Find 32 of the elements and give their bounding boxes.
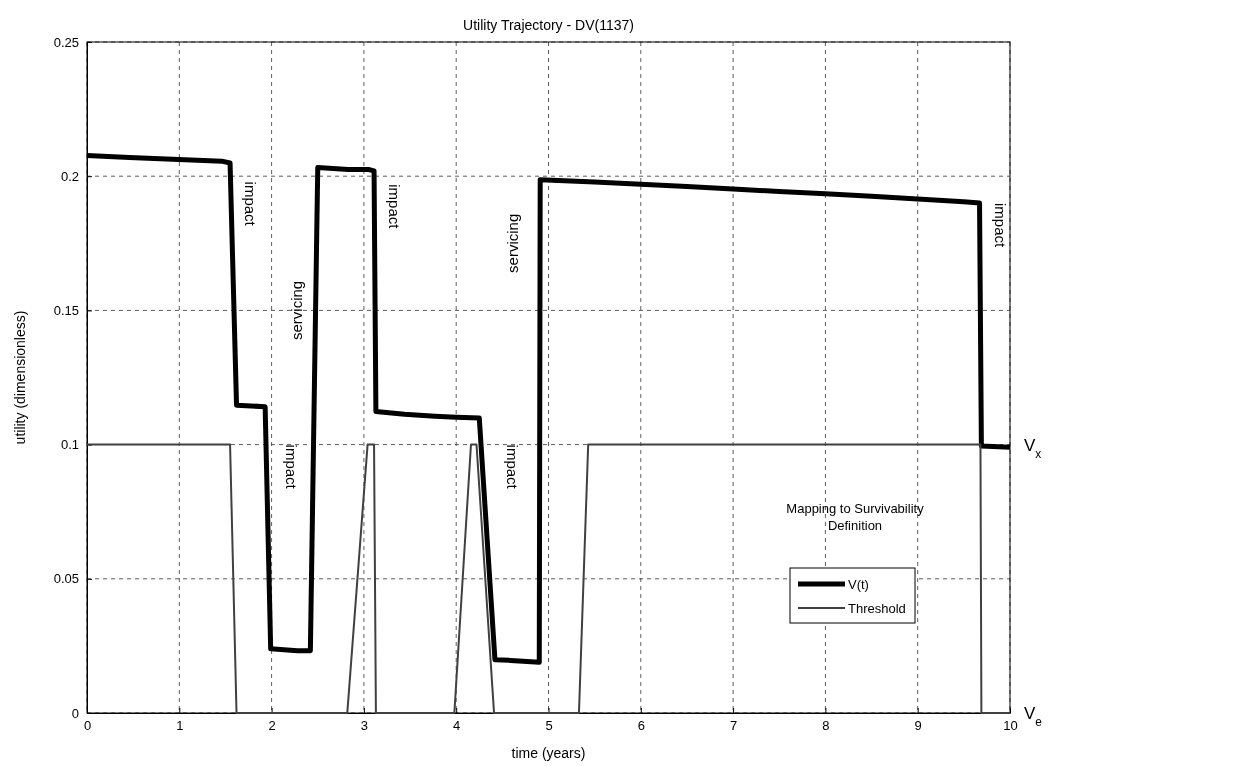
chart-title: Utility Trajectory - DV(1137) <box>463 17 634 33</box>
x-tick-label: 2 <box>268 718 276 734</box>
annotation: servicing <box>503 213 521 273</box>
y-axis-title: utility (dimensionless) <box>12 310 28 445</box>
legend-label: Threshold <box>848 600 906 616</box>
annotation: impact <box>242 181 260 227</box>
legend-label: V(t) <box>848 576 869 592</box>
annotation: impact <box>991 203 1009 249</box>
annotation: servicing <box>287 280 305 340</box>
x-tick-label: 3 <box>360 718 369 734</box>
y-tick-label: 0.15 <box>53 303 79 319</box>
x-tick-label: 8 <box>822 718 830 734</box>
annotation: impact <box>282 444 300 490</box>
x-axis-title: time (years) <box>511 745 586 761</box>
x-tick-label: 9 <box>914 718 922 734</box>
text: V$_{x}$ <box>1024 435 1042 461</box>
annotation: impact <box>386 184 404 230</box>
y-tick-label: 0.2 <box>60 168 79 184</box>
y-tick-label: 0.05 <box>53 571 79 587</box>
text: V$_{e}$ <box>1024 703 1043 729</box>
x-tick-label: 0 <box>83 718 92 734</box>
x-tick-label: 6 <box>637 718 645 734</box>
y-tick-label: 0 <box>71 705 79 721</box>
x-tick-label: 4 <box>453 718 461 734</box>
legend-title: Mapping to Survivability Definition <box>786 501 925 533</box>
y-tick-label: 0.25 <box>53 34 79 50</box>
x-tick-label: 10 <box>1003 718 1018 734</box>
x-tick-label: 7 <box>729 718 738 734</box>
x-tick-label: 5 <box>545 718 553 734</box>
y-tick-label: 0.1 <box>60 437 79 453</box>
annotation: impact <box>504 444 522 490</box>
x-tick-label: 1 <box>176 718 184 734</box>
